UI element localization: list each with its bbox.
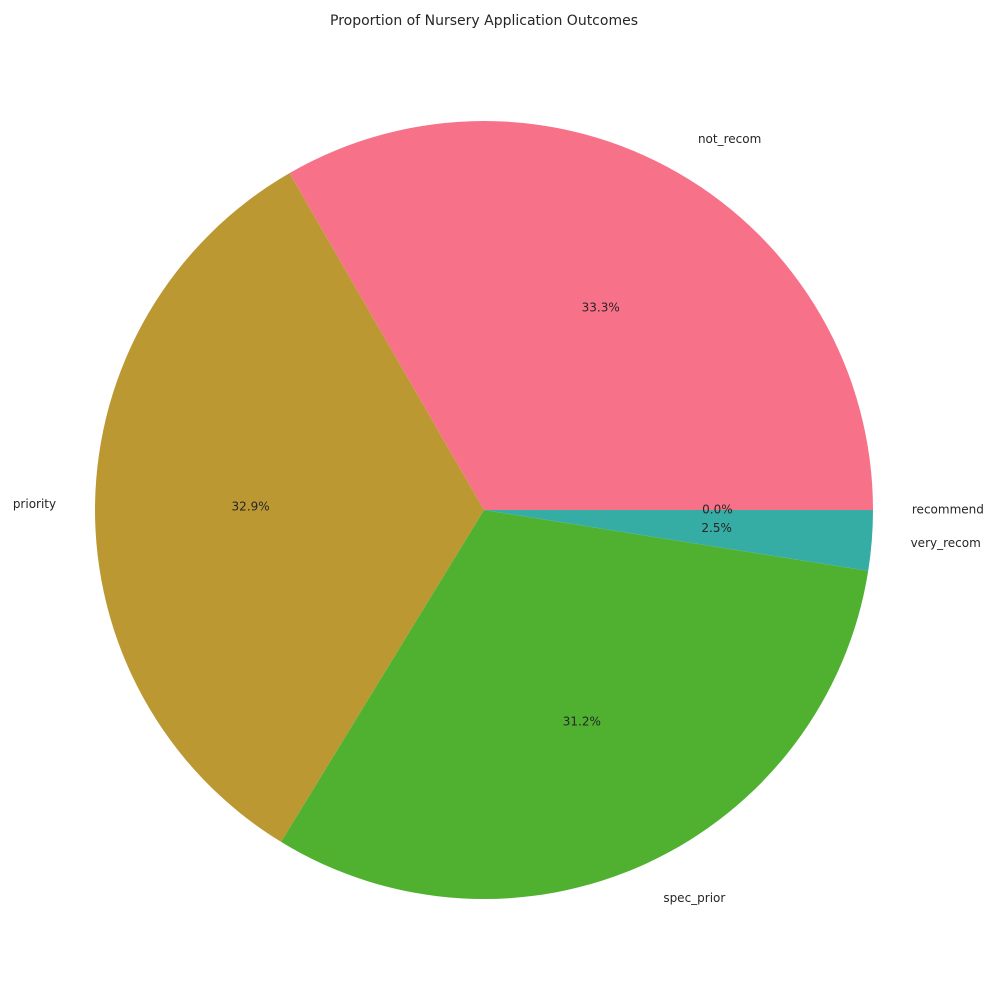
pie-slice-priority [95, 173, 484, 842]
pie-slice-not-recom [289, 120, 873, 511]
pct-label-not-recom: 33.3% [582, 300, 620, 314]
slice-label-spec-prior: spec_prior [663, 891, 725, 905]
pct-label-very-recom: 2.5% [701, 521, 732, 535]
slice-label-priority: priority [13, 497, 56, 511]
pie-slice-very-recom [484, 510, 873, 571]
pie-slice-spec-prior [281, 510, 869, 900]
slice-label-not-recom: not_recom [698, 132, 761, 146]
chart-title: Proportion of Nursery Application Outcom… [330, 13, 638, 29]
pct-label-spec-prior: 31.2% [563, 714, 601, 728]
pct-label-priority: 32.9% [232, 500, 270, 514]
slice-label-recommend: recommend [912, 503, 984, 517]
slice-label-very-recom: very_recom [911, 536, 981, 550]
pct-label-recommend: 0.0% [702, 503, 733, 517]
